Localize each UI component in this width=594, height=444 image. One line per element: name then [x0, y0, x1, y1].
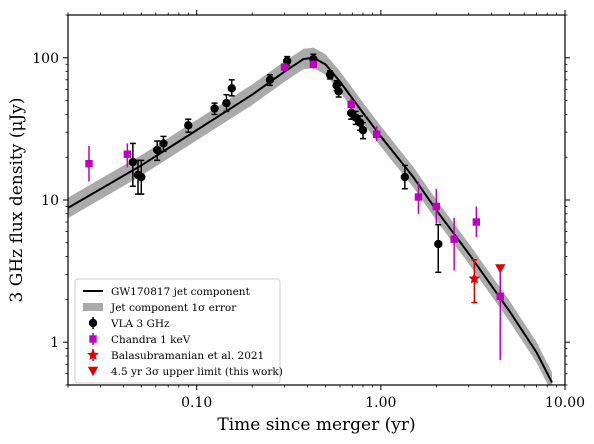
- legend-entry: VLA 3 GHz: [88, 317, 170, 330]
- x-tick-label: 10.00: [545, 395, 585, 411]
- y-tick-label: 100: [32, 51, 59, 67]
- x-tick-label: 0.10: [181, 395, 212, 411]
- series-3: [495, 264, 506, 274]
- data-point: [85, 160, 93, 168]
- data-point: [450, 235, 458, 243]
- model-line-layer: [68, 56, 553, 384]
- legend-label: 4.5 yr 3σ upper limit (this work): [111, 366, 283, 378]
- series-1: [85, 60, 504, 360]
- legend-label: Jet component 1σ error: [110, 302, 237, 314]
- data-point: [468, 272, 481, 284]
- legend-swatch-marker: [88, 318, 98, 328]
- data-point: [414, 193, 423, 201]
- y-tick-label: 10: [41, 193, 59, 209]
- legend-entry: Balasubramanian et al. 2021: [87, 348, 264, 362]
- data-point: [334, 87, 343, 96]
- legend-box: [74, 278, 281, 384]
- legend-entry: GW170817 jet component: [83, 286, 251, 298]
- data-point: [123, 150, 132, 158]
- data-point: [128, 157, 138, 167]
- legend-swatch-marker: [87, 366, 99, 377]
- error-bar: [435, 223, 442, 274]
- legend-label: VLA 3 GHz: [110, 318, 170, 330]
- data-point: [210, 104, 219, 113]
- x-tick-label: 1.00: [365, 395, 396, 411]
- legend-label: Balasubramanian et al. 2021: [111, 350, 264, 362]
- data-point: [434, 239, 443, 249]
- legend-entry: Jet component 1σ error: [83, 302, 237, 314]
- legend-swatch-marker: [89, 335, 97, 343]
- data-point: [355, 118, 365, 127]
- data-point: [496, 292, 504, 301]
- axes-layer: 0.10 1.00 10.00 1 10 100: [32, 10, 585, 411]
- data-point: [184, 121, 193, 130]
- data-point: [159, 139, 168, 148]
- data-point: [227, 84, 236, 93]
- data-point: [280, 63, 289, 71]
- y-tick-label: 1: [50, 335, 59, 351]
- y-axis-title: 3 GHz flux density (μJy): [7, 98, 27, 303]
- data-points-layer: [85, 53, 506, 360]
- data-point: [325, 70, 335, 79]
- legend: GW170817 jet component Jet component 1σ e…: [74, 278, 283, 384]
- legend-label: GW170817 jet component: [111, 286, 251, 298]
- axis-labels-layer: Time since merger (yr) 3 GHz flux densit…: [7, 98, 416, 435]
- data-point: [137, 172, 146, 182]
- data-point: [347, 100, 355, 109]
- data-point: [472, 218, 481, 226]
- data-point: [152, 145, 162, 155]
- data-point: [400, 172, 410, 182]
- data-point: [495, 264, 506, 274]
- data-point: [222, 98, 231, 108]
- data-point: [358, 125, 368, 135]
- legend-swatch-band: [83, 303, 103, 311]
- legend-entry: 4.5 yr 3σ upper limit (this work): [87, 366, 283, 378]
- legend-entry: Chandra 1 keV: [89, 333, 191, 346]
- model-line: [68, 56, 553, 384]
- data-point: [373, 130, 381, 138]
- data-point: [432, 202, 440, 211]
- data-point: [265, 75, 275, 85]
- x-axis-title: Time since merger (yr): [217, 415, 415, 435]
- data-point: [309, 60, 318, 69]
- series-2: [468, 259, 481, 304]
- legend-label: Chandra 1 keV: [111, 334, 191, 346]
- series-0: [128, 53, 443, 274]
- legend-swatch-marker: [87, 348, 99, 361]
